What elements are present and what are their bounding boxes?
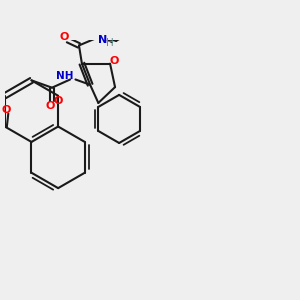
Text: O: O [46,101,55,111]
Text: N: N [98,34,107,45]
Text: O: O [110,56,119,66]
Text: O: O [2,105,11,115]
Text: O: O [53,96,63,106]
Text: O: O [60,32,69,42]
Text: NH: NH [56,71,74,81]
Text: H: H [106,38,114,48]
